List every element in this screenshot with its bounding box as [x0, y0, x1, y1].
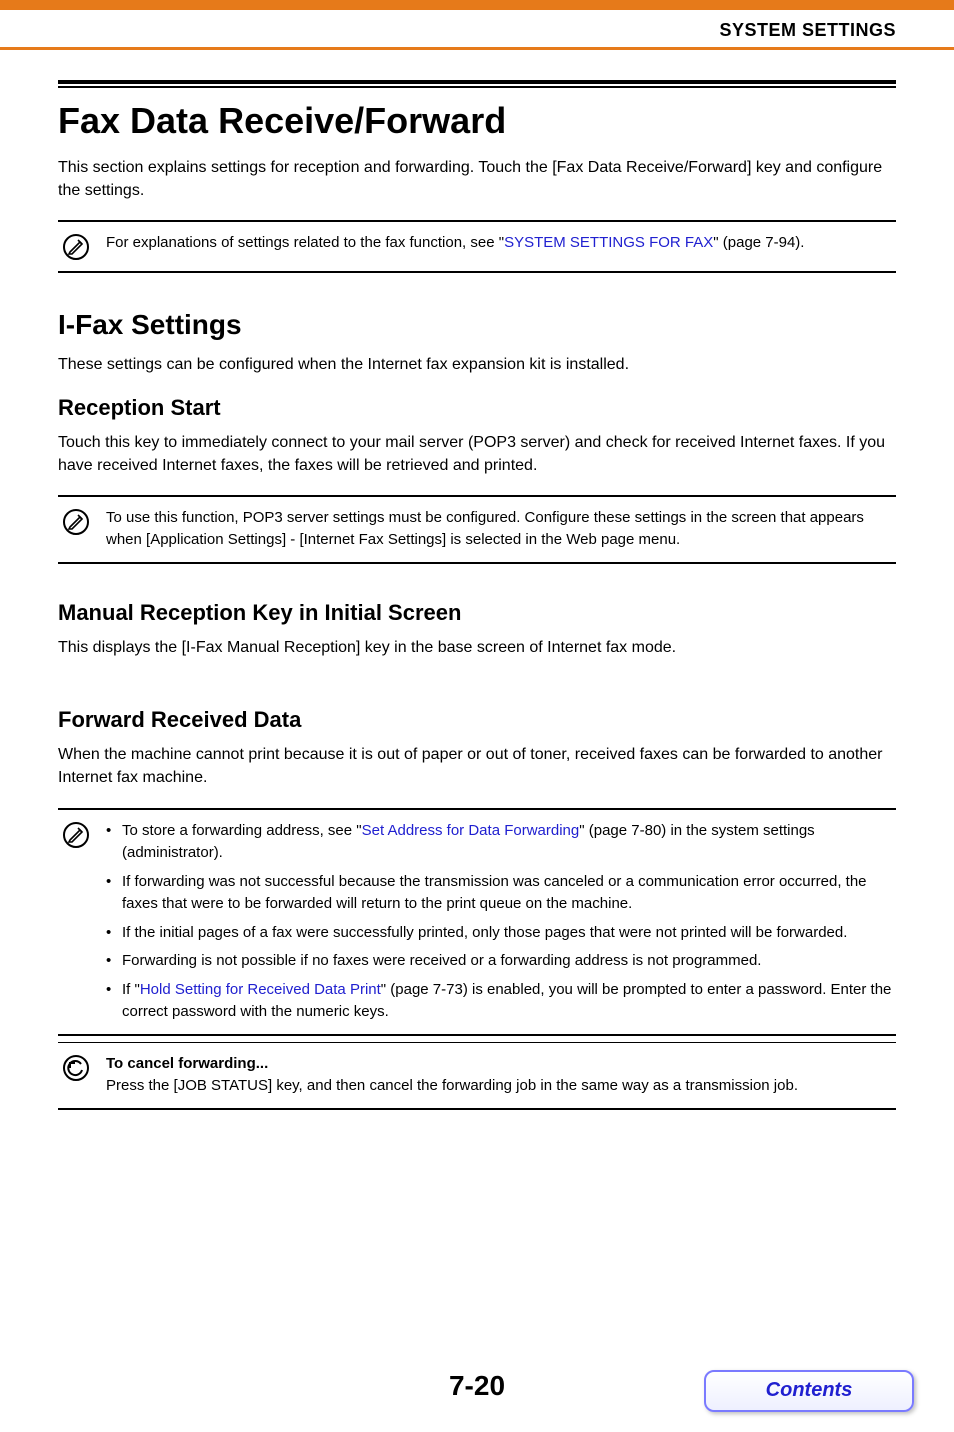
li3: If the initial pages of a fax were succe… — [122, 922, 892, 945]
note-box-cancel: To cancel forwarding... Press the [JOB S… — [58, 1042, 896, 1110]
title-rule-thick — [58, 80, 896, 84]
li4: Forwarding is not possible if no faxes w… — [122, 950, 892, 973]
header-section-title: SYSTEM SETTINGS — [719, 20, 896, 41]
top-accent-bar — [0, 0, 954, 10]
bullet-icon: • — [106, 950, 122, 973]
pencil-note-icon — [62, 821, 90, 849]
link-hold-setting[interactable]: Hold Setting for Received Data Print — [140, 981, 381, 998]
forward-body: When the machine cannot print because it… — [58, 743, 896, 789]
list-item: • Forwarding is not possible if no faxes… — [106, 950, 892, 973]
heading-reception-start: Reception Start — [58, 395, 896, 421]
list-item: • If forwarding was not successful becau… — [106, 871, 892, 916]
bullet-icon: • — [106, 871, 122, 916]
manual-body: This displays the [I-Fax Manual Receptio… — [58, 636, 896, 659]
ifax-intro: These settings can be configured when th… — [58, 353, 896, 376]
heading-manual-reception: Manual Reception Key in Initial Screen — [58, 600, 896, 626]
page-number: 7-20 — [449, 1370, 505, 1402]
pencil-note-icon — [62, 508, 90, 536]
li5-pre: If " — [122, 981, 140, 998]
note-box-fax-link: For explanations of settings related to … — [58, 220, 896, 273]
note1-post: " (page 7-94). — [713, 234, 804, 251]
note1-pre: For explanations of settings related to … — [106, 234, 504, 251]
li1-pre: To store a forwarding address, see " — [122, 822, 362, 839]
cancel-title: To cancel forwarding... — [106, 1055, 268, 1072]
note-text: To use this function, POP3 server settin… — [106, 507, 892, 552]
page-title: Fax Data Receive/Forward — [58, 100, 896, 142]
bullet-icon: • — [106, 820, 122, 865]
list-item: • If "Hold Setting for Received Data Pri… — [106, 979, 892, 1024]
reception-body: Touch this key to immediately connect to… — [58, 431, 896, 477]
bullet-icon: • — [106, 979, 122, 1024]
page-header: SYSTEM SETTINGS — [0, 10, 954, 50]
li2: If forwarding was not successful because… — [122, 871, 892, 916]
heading-ifax-settings: I-Fax Settings — [58, 309, 896, 341]
link-set-address-forwarding[interactable]: Set Address for Data Forwarding — [362, 822, 580, 839]
list-item: • To store a forwarding address, see "Se… — [106, 820, 892, 865]
cancel-body: Press the [JOB STATUS] key, and then can… — [106, 1077, 798, 1094]
link-system-settings-for-fax[interactable]: SYSTEM SETTINGS FOR FAX — [504, 234, 713, 251]
note-box-forwarding-list: • To store a forwarding address, see "Se… — [58, 808, 896, 1036]
cancel-note-text: To cancel forwarding... Press the [JOB S… — [106, 1053, 892, 1098]
pencil-note-icon — [62, 233, 90, 261]
contents-button[interactable]: Contents — [704, 1370, 914, 1412]
note-box-pop3: To use this function, POP3 server settin… — [58, 495, 896, 564]
heading-forward-received: Forward Received Data — [58, 707, 896, 733]
title-rule-thin — [58, 86, 896, 88]
list-item: • If the initial pages of a fax were suc… — [106, 922, 892, 945]
page-footer: 7-20 Contents — [0, 1370, 954, 1432]
page-content: Fax Data Receive/Forward This section ex… — [0, 50, 954, 1110]
bullet-icon: • — [106, 922, 122, 945]
undo-note-icon — [62, 1054, 90, 1082]
intro-paragraph: This section explains settings for recep… — [58, 156, 896, 202]
note-text: For explanations of settings related to … — [106, 232, 892, 255]
forwarding-bullet-list: • To store a forwarding address, see "Se… — [106, 820, 892, 1024]
